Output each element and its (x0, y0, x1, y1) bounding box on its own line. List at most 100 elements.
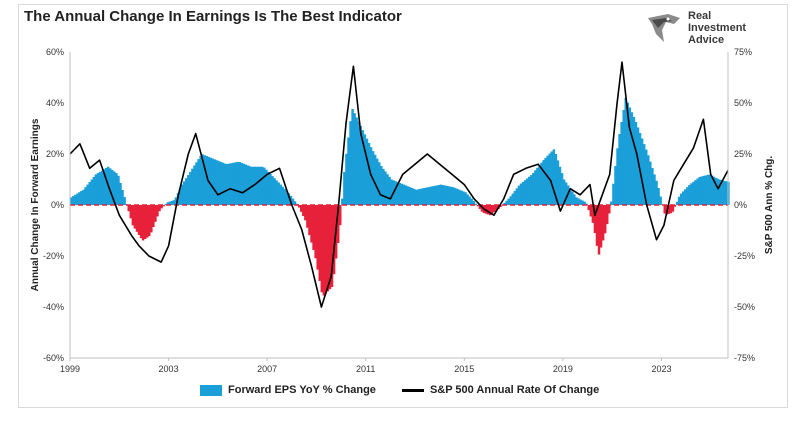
eps-bar-245 (573, 194, 576, 205)
eps-bar-299 (684, 189, 687, 205)
eps-bar-298 (681, 191, 685, 205)
eps-bar-236 (554, 154, 558, 205)
eps-bar-142 (361, 130, 365, 205)
x-tick-label: 2003 (159, 364, 179, 374)
eps-bar-154 (386, 174, 389, 205)
eps-bar-71 (215, 160, 219, 205)
eps-bar-188 (456, 188, 459, 205)
eps-bar-126 (328, 205, 332, 290)
eps-bar-61 (195, 162, 198, 205)
eps-bar-243 (569, 188, 572, 205)
eps-bar-115 (306, 205, 309, 228)
eps-bar-309 (704, 175, 708, 205)
eps-bar-40 (152, 205, 155, 228)
right-tick-label: 75% (734, 47, 752, 57)
eps-bar-286 (657, 188, 660, 205)
eps-bar-313 (712, 176, 716, 205)
eps-bar-54 (180, 184, 184, 205)
eps-bar-125 (326, 205, 330, 292)
eagle-head-logo-icon (648, 14, 680, 42)
eps-bar-232 (546, 155, 549, 205)
eps-bar-108 (291, 198, 295, 205)
eps-bar-250 (583, 201, 586, 205)
eps-bar-11 (92, 176, 96, 205)
eps-bar-260 (603, 205, 607, 234)
eps-bar-253 (589, 205, 593, 217)
logo-text-line1: Real (688, 10, 712, 22)
eps-bar-163 (404, 185, 408, 205)
eps-bar-254 (591, 205, 595, 223)
eps-bar-66 (205, 156, 208, 205)
right-tick-label: -75% (734, 353, 755, 363)
eps-bar-46 (164, 204, 167, 205)
eps-bar-84 (242, 163, 245, 205)
sp500-line (69, 61, 729, 308)
eps-bar-102 (279, 184, 282, 205)
left-tick-label: -40% (43, 302, 64, 312)
eps-bar-218 (517, 185, 521, 205)
eps-bar-17 (104, 168, 108, 205)
legend-swatch-sp500 (401, 388, 424, 392)
right-tick-label: 0% (734, 200, 747, 210)
eps-bar-130 (336, 205, 340, 243)
eps-bar-269 (622, 109, 625, 205)
eps-bar-133 (343, 172, 346, 205)
x-tick-label: 2019 (553, 364, 573, 374)
eps-bar-149 (375, 158, 379, 205)
eps-bar-74 (221, 162, 225, 205)
eps-bar-198 (476, 205, 480, 207)
eps-bar-291 (667, 205, 671, 214)
eps-bar-3 (76, 193, 79, 205)
eps-bar-137 (351, 108, 354, 205)
eps-bar-9 (88, 182, 91, 205)
eps-bar-306 (698, 176, 701, 205)
eps-bar-248 (579, 199, 582, 205)
eps-bar-219 (519, 183, 523, 205)
eps-bar-29 (129, 205, 133, 219)
eps-bar-307 (700, 176, 703, 205)
eps-bar-148 (373, 154, 377, 205)
eps-bar-184 (447, 186, 451, 205)
left-tick-label: 0% (51, 200, 64, 210)
eps-bar-159 (396, 182, 399, 205)
eps-bar-105 (285, 190, 289, 205)
eps-bar-310 (706, 174, 710, 205)
eps-bar-318 (723, 180, 726, 205)
eps-bar-86 (246, 165, 250, 205)
eps-bar-170 (419, 188, 422, 205)
eps-bar-63 (199, 155, 202, 205)
eps-bar-305 (696, 178, 699, 205)
eps-bar-13 (96, 173, 100, 205)
eps-bar-239 (560, 173, 564, 205)
eps-bar-136 (349, 121, 352, 205)
left-tick-label: 40% (46, 98, 64, 108)
eps-bar-26 (123, 197, 126, 205)
eps-bar-272 (628, 107, 632, 205)
eps-bar-7 (84, 187, 87, 205)
eps-bar-36 (143, 205, 147, 239)
eps-bar-265 (614, 166, 617, 205)
eps-bar-314 (714, 177, 718, 205)
eps-bar-238 (558, 166, 562, 205)
eps-bar-317 (721, 180, 724, 205)
eps-bar-287 (659, 196, 662, 205)
eps-bar-182 (443, 185, 447, 205)
legend-label-eps: Forward EPS YoY % Change (228, 384, 376, 396)
left-tick-label: 60% (46, 47, 64, 57)
eps-bar-134 (345, 153, 348, 205)
eps-bar-267 (618, 134, 621, 205)
eps-bar-214 (509, 196, 512, 205)
eps-bar-160 (398, 182, 402, 205)
eps-bar-82 (238, 161, 241, 205)
right-tick-label: -50% (734, 302, 755, 312)
eps-bar-158 (394, 181, 397, 205)
eps-bar-98 (271, 176, 274, 205)
right-tick-label: -25% (734, 251, 755, 261)
eps-bar-111 (297, 205, 301, 208)
eps-bar-37 (145, 205, 149, 238)
eps-bar-225 (532, 172, 535, 205)
eps-bar-258 (599, 205, 603, 248)
eps-bar-222 (525, 178, 529, 205)
eps-bar-103 (281, 186, 284, 205)
eps-bar-78 (230, 163, 233, 205)
